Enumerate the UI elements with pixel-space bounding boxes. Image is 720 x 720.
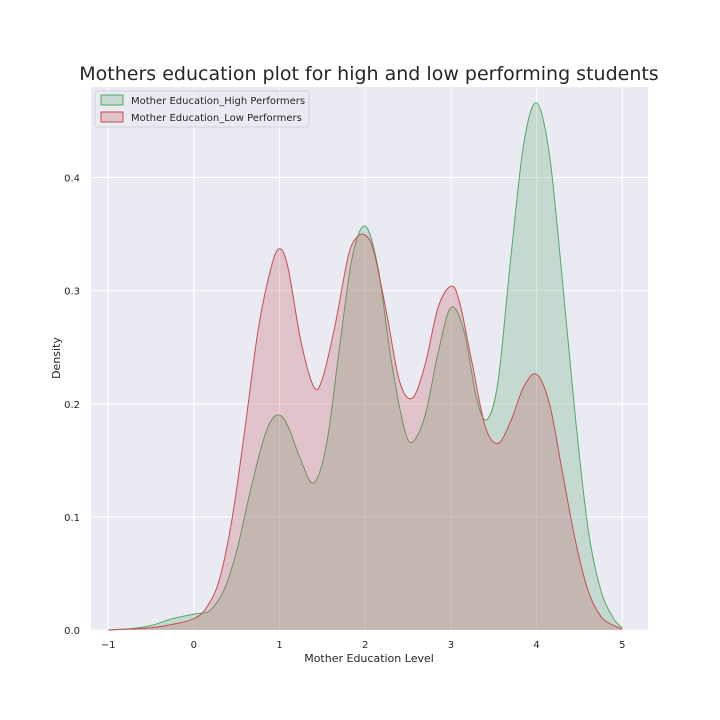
y-tick-label: 0.3 <box>64 287 80 298</box>
y-axis-label: Density <box>50 337 63 379</box>
y-axis-ticks: 0.0 0.1 0.2 0.3 0.4 <box>64 174 80 638</box>
density-line-series-0 <box>108 102 623 631</box>
y-tick-label: 0.1 <box>64 513 80 524</box>
x-axis-label: Mother Education Level <box>304 652 434 665</box>
y-tick-label: 0.2 <box>64 400 80 411</box>
density-line-series-1 <box>108 233 623 631</box>
x-tick-label: 3 <box>448 640 454 651</box>
x-tick-label: −1 <box>101 640 116 651</box>
chart-title: Mothers education plot for high and low … <box>79 63 658 85</box>
density-fill-series-1 <box>108 233 623 630</box>
legend-label: Mother Education_High Performers <box>131 96 305 107</box>
legend-swatch <box>100 94 124 106</box>
x-tick-label: 0 <box>191 640 197 651</box>
legend-swatch <box>100 111 124 123</box>
legend: Mother Education_High Performers Mother E… <box>94 90 310 128</box>
legend-label: Mother Education_Low Performers <box>131 113 302 124</box>
gridlines <box>91 87 648 631</box>
x-tick-label: 4 <box>533 640 539 651</box>
x-tick-label: 1 <box>276 640 282 651</box>
legend-frame <box>94 90 310 128</box>
density-areas <box>108 102 623 631</box>
y-tick-label: 0.4 <box>64 174 80 185</box>
x-tick-label: 2 <box>362 640 368 651</box>
y-tick-label: 0.0 <box>64 626 80 637</box>
density-fill-series-0 <box>108 102 623 630</box>
x-tick-label: 5 <box>619 640 625 651</box>
x-axis-ticks: −1 0 1 2 3 4 5 <box>101 640 626 651</box>
